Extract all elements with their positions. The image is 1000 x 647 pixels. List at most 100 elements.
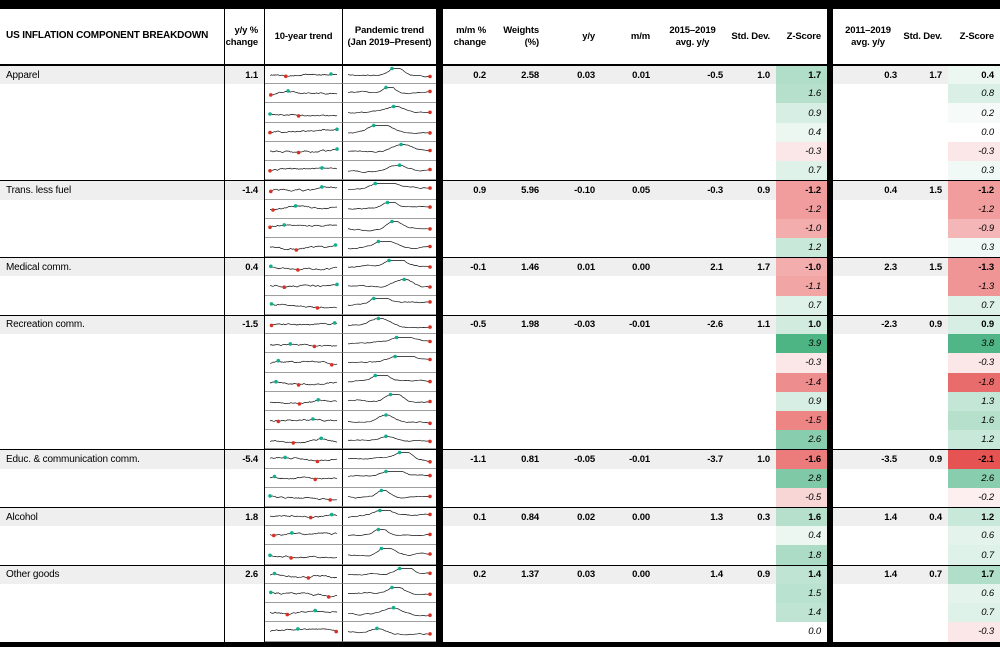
col-header-stddev-2: Std. Dev. (903, 30, 942, 42)
yy-change-value (225, 372, 265, 392)
column-gap (436, 199, 443, 219)
component-name (0, 391, 225, 411)
column-gap (436, 545, 443, 565)
column-gap (436, 315, 443, 335)
column-gap (436, 353, 443, 373)
avg-2015-2019-value (656, 353, 729, 372)
column-gap (827, 276, 833, 296)
avg-2011-2019-value: 2.3 (884, 261, 897, 273)
component-row: Apparel 1.1 0.2 2.58 0.03 0.01 -0.5 1.0 1.7 0.3 1.… (0, 65, 1000, 85)
stddev-2011-2019-value (903, 142, 948, 161)
weights-value (492, 392, 545, 411)
avg-2015-2019-value (656, 103, 729, 122)
component-name (0, 334, 225, 354)
stddev-2011-2019-value (903, 238, 948, 257)
component-name: Other goods (0, 565, 225, 584)
yy-change-value (225, 161, 265, 181)
avg-2015-2019-value (656, 430, 729, 449)
component-name: Educ. & communication comm. (0, 450, 225, 469)
column-gap (436, 372, 443, 392)
table-title: US INFLATION COMPONENT BREAKDOWN (0, 9, 225, 64)
weights-value (492, 373, 545, 392)
stddev-2011-2019-value: 0.9 (929, 319, 942, 331)
avg-2011-2019-value (833, 296, 903, 315)
pandemic-trend-sparkline (343, 161, 436, 181)
zscore-2011-2019-value: 0.6 (948, 583, 1000, 604)
yy-contribution-value (545, 488, 601, 507)
weights-value (492, 545, 545, 564)
pandemic-trend-sparkline (343, 565, 436, 584)
zscore-2011-2019-value: 0.6 (948, 526, 1000, 546)
stddev-2011-2019-value (903, 296, 948, 315)
yy-contribution-value (545, 622, 601, 641)
ten-year-trend-sparkline (265, 66, 343, 85)
mm-change-value (443, 219, 492, 238)
stddev-2015-2019-value (729, 296, 776, 315)
yy-contribution-value (545, 142, 601, 161)
stddev-2015-2019-value: 0.3 (757, 511, 770, 523)
mm-contribution-value (601, 526, 656, 545)
stddev-2015-2019-value: 1.7 (757, 261, 770, 273)
mm-change-value (443, 584, 492, 603)
stddev-2011-2019-value (903, 123, 948, 142)
subcomponent-row: 1.6 0.8 (0, 84, 1000, 104)
stddev-2015-2019-value (729, 219, 776, 238)
zscore-2011-2019-value: -1.2 (948, 199, 1000, 219)
zscore-2011-2019-value: -2.1 (948, 450, 1000, 469)
yy-contribution-value (545, 603, 601, 622)
yy-change-value (225, 353, 265, 373)
yy-change-value (225, 218, 265, 238)
pandemic-trend-sparkline (343, 334, 436, 354)
yy-contribution-value (545, 584, 601, 603)
weights-value: 1.37 (521, 569, 539, 581)
stddev-2011-2019-value (903, 373, 948, 392)
subcomponent-row: 2.8 2.6 (0, 468, 1000, 488)
zscore-2015-2019-value: -1.2 (776, 199, 827, 219)
mm-change-value: 0.2 (473, 69, 486, 81)
component-name (0, 545, 225, 565)
pandemic-trend-sparkline (343, 103, 436, 123)
zscore-2011-2019-value: -1.2 (948, 181, 1000, 200)
ten-year-trend-sparkline (265, 181, 343, 200)
subcomponent-row: 0.7 0.7 (0, 295, 1000, 315)
avg-2011-2019-value: 0.3 (884, 69, 897, 81)
ten-year-trend-sparkline (265, 199, 343, 219)
yy-contribution-value (545, 123, 601, 142)
column-gap (436, 603, 443, 623)
table-body: Apparel 1.1 0.2 2.58 0.03 0.01 -0.5 1.0 1.7 0.3 1.… (0, 65, 1000, 642)
zscore-2015-2019-value: -1.0 (776, 258, 827, 277)
column-gap (436, 487, 443, 508)
ten-year-trend-sparkline (265, 565, 343, 584)
weights-value (492, 353, 545, 372)
avg-2015-2019-value (656, 411, 729, 430)
avg-2015-2019-value (656, 142, 729, 161)
avg-2015-2019-value (656, 526, 729, 545)
pandemic-trend-sparkline (343, 583, 436, 604)
component-name (0, 372, 225, 392)
ten-year-trend-sparkline (265, 258, 343, 277)
stddev-2011-2019-value (903, 392, 948, 411)
ten-year-trend-sparkline (265, 487, 343, 508)
yy-contribution-value (545, 103, 601, 122)
pandemic-trend-sparkline (343, 218, 436, 238)
stddev-2011-2019-value (903, 103, 948, 122)
column-gap (827, 583, 833, 604)
avg-2011-2019-value (833, 411, 903, 430)
yy-change-value (225, 276, 265, 296)
stddev-2015-2019-value (729, 84, 776, 103)
column-gap (436, 181, 443, 200)
column-gap (827, 199, 833, 219)
avg-2011-2019-value (833, 373, 903, 392)
avg-2011-2019-value (833, 469, 903, 488)
zscore-2011-2019-value: 1.3 (948, 391, 1000, 411)
mm-contribution-value (601, 123, 656, 142)
subcomponent-row: 3.9 3.8 (0, 334, 1000, 354)
yy-contribution-value: -0.10 (574, 184, 595, 196)
avg-2015-2019-value: 1.4 (710, 569, 723, 581)
avg-2015-2019-value (656, 603, 729, 622)
avg-2015-2019-value (656, 584, 729, 603)
mm-contribution-value (601, 603, 656, 622)
yy-contribution-value (545, 411, 601, 430)
stddev-2011-2019-value (903, 526, 948, 545)
